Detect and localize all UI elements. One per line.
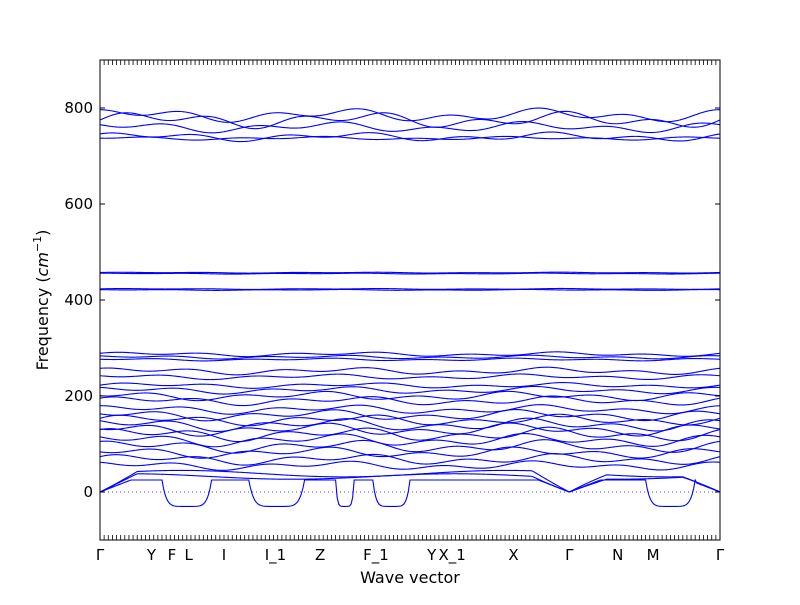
x-tick-label: Γ: [565, 546, 574, 564]
x-tick-label: Y: [146, 546, 157, 564]
x-tick-label: I: [222, 546, 226, 564]
band-line: [99, 131, 721, 143]
band-line: [99, 473, 721, 493]
x-tick-label: Z: [315, 546, 325, 564]
y-axis-label-open: (: [33, 276, 52, 287]
y-axis-label-group: Frequency (cm−1): [31, 230, 52, 371]
band-line: [99, 426, 721, 443]
x-axis-label: Wave vector: [360, 568, 460, 587]
x-tick-label: X_1: [438, 546, 465, 565]
x-tick-label: Y: [426, 546, 437, 564]
band-line: [99, 107, 721, 123]
y-tick-label: 400: [64, 291, 93, 309]
band-line: [99, 409, 721, 422]
band-line: [99, 422, 721, 437]
band-line: [99, 417, 721, 432]
ticks: [99, 60, 721, 540]
band-line: [99, 478, 721, 507]
y-axis-label-unit: cm: [33, 252, 52, 276]
band-line: [99, 351, 721, 358]
band-line: [99, 110, 721, 130]
band-line: [99, 413, 721, 427]
x-tick-label: F: [168, 546, 177, 564]
y-tick-label: 800: [64, 99, 93, 117]
y-axis-label-unit-exp: −1: [31, 236, 44, 252]
band-line: [99, 395, 721, 407]
band-line: [99, 404, 721, 415]
band-line: [99, 272, 720, 275]
band-line: [99, 271, 721, 274]
x-tick-label: Γ: [716, 546, 725, 564]
band-line: [99, 460, 721, 471]
plot-frame: [99, 59, 721, 541]
x-tick-label: F_1: [363, 546, 389, 565]
plot-lines: [99, 107, 721, 507]
x-tick-label: M: [647, 546, 660, 564]
band-line: [99, 120, 721, 134]
x-tick-label: I_1: [265, 546, 286, 565]
band-line: [99, 354, 721, 360]
band-line: [99, 390, 721, 402]
y-tick-label: 0: [83, 483, 93, 501]
band-line: [99, 287, 721, 290]
band-line: [99, 288, 721, 291]
y-tick-label: 600: [64, 195, 93, 213]
y-axis-label: Frequency (cm−1): [31, 230, 52, 371]
band-line: [99, 439, 721, 454]
y-axis-label-text: Frequency: [33, 288, 52, 371]
band-line: [99, 446, 721, 459]
y-axis-label-close: ): [33, 230, 52, 236]
band-line: [99, 357, 721, 362]
band-line: [99, 373, 721, 381]
band-line: [99, 366, 721, 376]
y-tick-label: 200: [64, 387, 93, 405]
x-tick-label: L: [184, 546, 193, 564]
band-line: [99, 382, 721, 389]
band-line: [99, 453, 721, 466]
x-tick-label: X: [508, 546, 518, 564]
x-tick-label: N: [612, 546, 623, 564]
band-line: [99, 385, 721, 395]
x-tick-label: Γ: [96, 546, 105, 564]
band-line: [99, 135, 721, 141]
